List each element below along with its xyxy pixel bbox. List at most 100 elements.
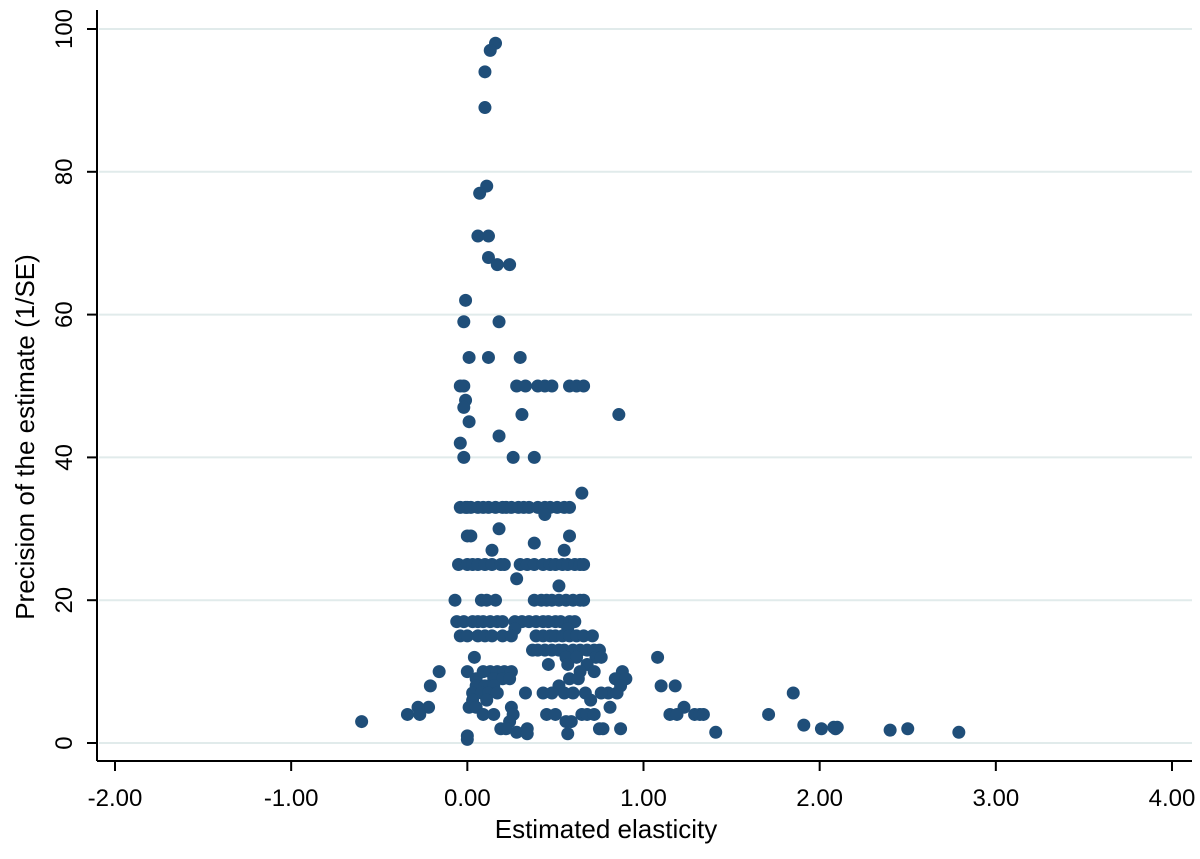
scatter-point — [496, 615, 510, 629]
scatter-point — [481, 350, 495, 364]
x-tick-label: 0.00 — [444, 785, 491, 812]
x-tick-label: 1.00 — [620, 785, 667, 812]
scatter-point — [518, 379, 532, 393]
scatter-point — [492, 315, 506, 329]
x-tick-label: -2.00 — [88, 785, 143, 812]
scatter-point — [457, 450, 471, 464]
scatter-point — [561, 657, 575, 671]
scatter-point — [510, 572, 524, 586]
scatter-point — [786, 686, 800, 700]
scatter-point — [483, 43, 497, 57]
x-axis-title: Estimated elasticity — [495, 814, 718, 844]
scatter-point — [448, 593, 462, 607]
scatter-point — [603, 700, 617, 714]
scatter-point — [510, 725, 524, 739]
scatter-point — [518, 686, 532, 700]
scatter-point — [515, 408, 529, 422]
scatter-point — [538, 508, 552, 522]
scatter-point — [513, 350, 527, 364]
scatter-point — [432, 665, 446, 679]
scatter-point — [709, 725, 723, 739]
scatter-point — [492, 429, 506, 443]
scatter-point — [670, 707, 684, 721]
scatter-point — [400, 707, 414, 721]
scatter-point — [462, 350, 476, 364]
scatter-point — [563, 529, 577, 543]
scatter-point — [901, 722, 915, 736]
scatter-point — [545, 379, 559, 393]
scatter-point — [614, 722, 628, 736]
scatter-point — [459, 293, 473, 307]
scatter-point — [478, 101, 492, 115]
scatter-point — [541, 657, 555, 671]
scatter-point — [467, 650, 481, 664]
scatter-point — [503, 258, 517, 272]
scatter-point — [612, 408, 626, 422]
scatter-point — [481, 229, 495, 243]
scatter-point — [584, 693, 598, 707]
gridlines — [99, 28, 1192, 744]
scatter-point — [460, 732, 474, 746]
scatter-point — [952, 725, 966, 739]
scatter-point — [504, 629, 518, 643]
scatter-point — [487, 707, 501, 721]
y-tick-label: 0 — [51, 736, 78, 749]
scatter-point — [457, 315, 471, 329]
scatter-point — [453, 436, 467, 450]
scatter-point — [485, 543, 499, 557]
scatter-point — [462, 415, 476, 429]
scatter-point — [561, 727, 575, 741]
y-tick-label: 60 — [51, 301, 78, 328]
scatter-point — [883, 723, 897, 737]
scatter-point — [480, 693, 494, 707]
scatter-point — [587, 665, 601, 679]
scatter-point — [654, 679, 668, 693]
scatter-point — [478, 65, 492, 79]
scatter-point — [473, 186, 487, 200]
scatter-point — [563, 500, 577, 514]
scatter-point — [696, 707, 710, 721]
y-tick-label: 20 — [51, 587, 78, 614]
data-points — [355, 36, 966, 746]
x-tick-label: 2.00 — [796, 785, 843, 812]
scatter-point — [464, 529, 478, 543]
scatter-point — [520, 727, 534, 741]
scatter-point — [490, 258, 504, 272]
scatter-point — [497, 558, 511, 571]
scatter-point — [471, 229, 485, 243]
scatter-point — [453, 379, 467, 393]
scatter-point — [594, 650, 608, 664]
scatter-point — [566, 686, 580, 700]
scatter-point — [577, 558, 591, 571]
scatter-point — [668, 679, 682, 693]
scatter-point — [481, 250, 495, 264]
scatter-point — [570, 650, 584, 664]
axes — [87, 10, 1192, 771]
x-tick-label: 4.00 — [1149, 785, 1196, 812]
scatter-point — [585, 629, 599, 643]
scatter-point — [355, 715, 369, 729]
scatter-point — [797, 718, 811, 732]
scatter-point — [476, 707, 490, 721]
tick-labels: 0 20 40 60 80 100 -2.00 -1.00 0.00 1.00 2.00 3.00 4.… — [51, 9, 1195, 812]
scatter-point — [485, 629, 499, 643]
scatter-point — [571, 672, 585, 686]
scatter-point — [423, 679, 437, 693]
scatter-point — [499, 722, 513, 736]
scatter-point — [492, 522, 506, 536]
scatter-point — [527, 450, 541, 464]
scatter-point — [564, 715, 578, 729]
scatter-point — [506, 450, 520, 464]
scatter-point — [552, 579, 566, 593]
scatter-point — [762, 707, 776, 721]
y-tick-label: 40 — [51, 444, 78, 471]
scatter-point — [575, 486, 589, 500]
scatter-point — [460, 629, 474, 643]
scatter-point — [610, 686, 624, 700]
scatter-point — [548, 707, 562, 721]
scatter-point — [490, 686, 504, 700]
scatter-point — [587, 707, 601, 721]
x-tick-label: 3.00 — [972, 785, 1019, 812]
y-axis-title: Precision of the estimate (1/SE) — [10, 254, 40, 620]
